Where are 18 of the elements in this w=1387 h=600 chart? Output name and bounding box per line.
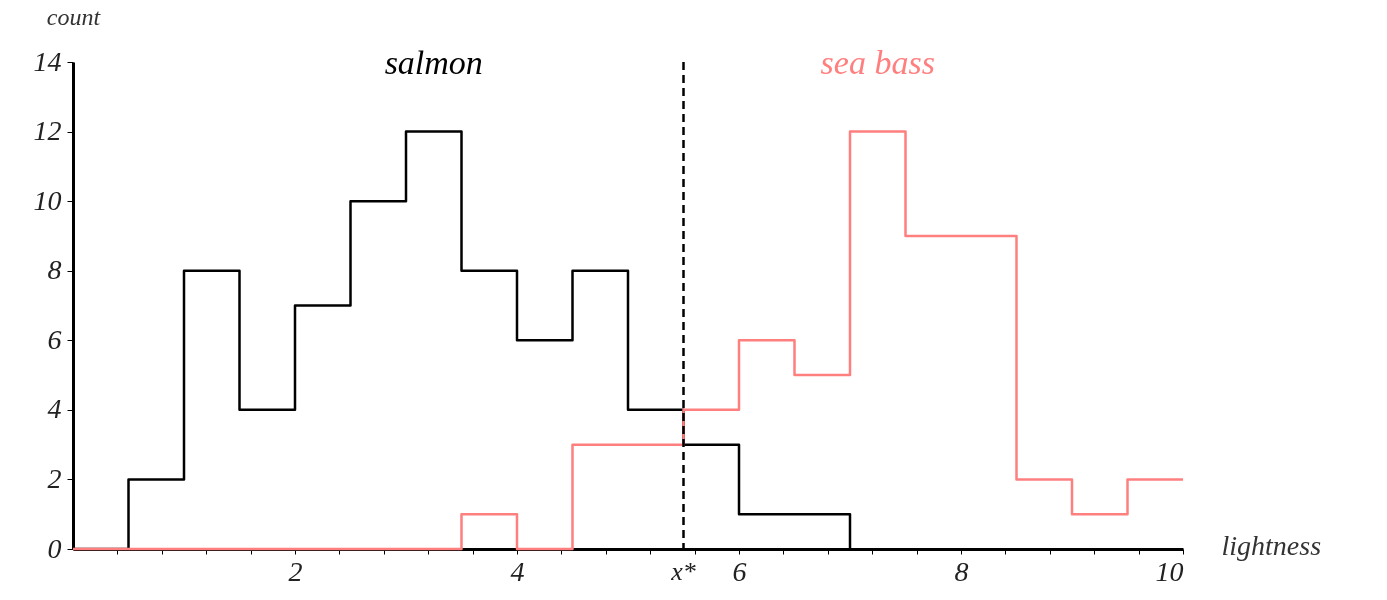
x-tick-label: 10 — [1155, 555, 1184, 587]
y-tick-label: 12 — [33, 115, 62, 147]
x-tick-label: 8 — [954, 555, 969, 587]
series-label: sea bass — [820, 44, 935, 81]
y-tick-label: 2 — [47, 462, 62, 494]
ref-line-label: x* — [670, 557, 696, 586]
y-tick-label: 0 — [47, 532, 62, 564]
y-tick-label: 10 — [33, 184, 62, 216]
y-axis-title: count — [46, 3, 102, 30]
x-tick-label: 6 — [732, 555, 747, 587]
y-tick-label: 6 — [47, 323, 62, 355]
y-tick-label: 14 — [33, 45, 62, 77]
x-tick-label: 2 — [288, 555, 303, 587]
x-tick-label: 4 — [510, 555, 525, 587]
y-tick-label: 8 — [47, 254, 62, 286]
series-label: salmon — [384, 44, 483, 81]
x-axis-title: lightness — [1221, 529, 1322, 561]
y-tick-label: 4 — [47, 393, 62, 425]
